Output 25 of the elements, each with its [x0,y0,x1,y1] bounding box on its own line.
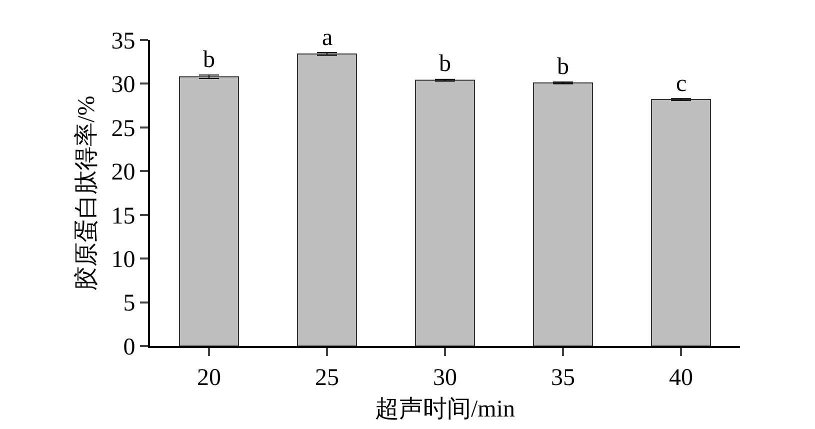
x-axis-title: 超声时间/min [374,396,516,423]
annotation: a [322,25,333,51]
bar [651,98,711,346]
y-axis-title: 胶原蛋白肽得率/% [72,96,100,290]
annotation: b [557,54,569,80]
y-tick-label: 10 [111,246,136,273]
annotation: b [203,47,215,73]
bar [415,80,475,346]
annotation: b [439,51,451,77]
bar [297,53,357,346]
x-tick-label: 40 [669,364,693,391]
annotation: c [676,71,687,97]
y-tick-label: 35 [111,28,136,54]
x-tick-label: 30 [433,364,457,391]
y-tick-label: 25 [111,116,136,142]
bar [533,82,593,346]
x-tick-label: 20 [197,364,221,391]
y-tick-label: 5 [123,290,136,317]
y-tick-label: 30 [111,72,136,98]
y-tick-label: 0 [123,334,136,360]
bar [179,76,239,346]
x-tick-label: 35 [551,364,575,391]
x-tick-label: 25 [315,364,339,391]
y-tick-label: 15 [111,203,136,230]
y-tick-label: 20 [111,160,136,186]
